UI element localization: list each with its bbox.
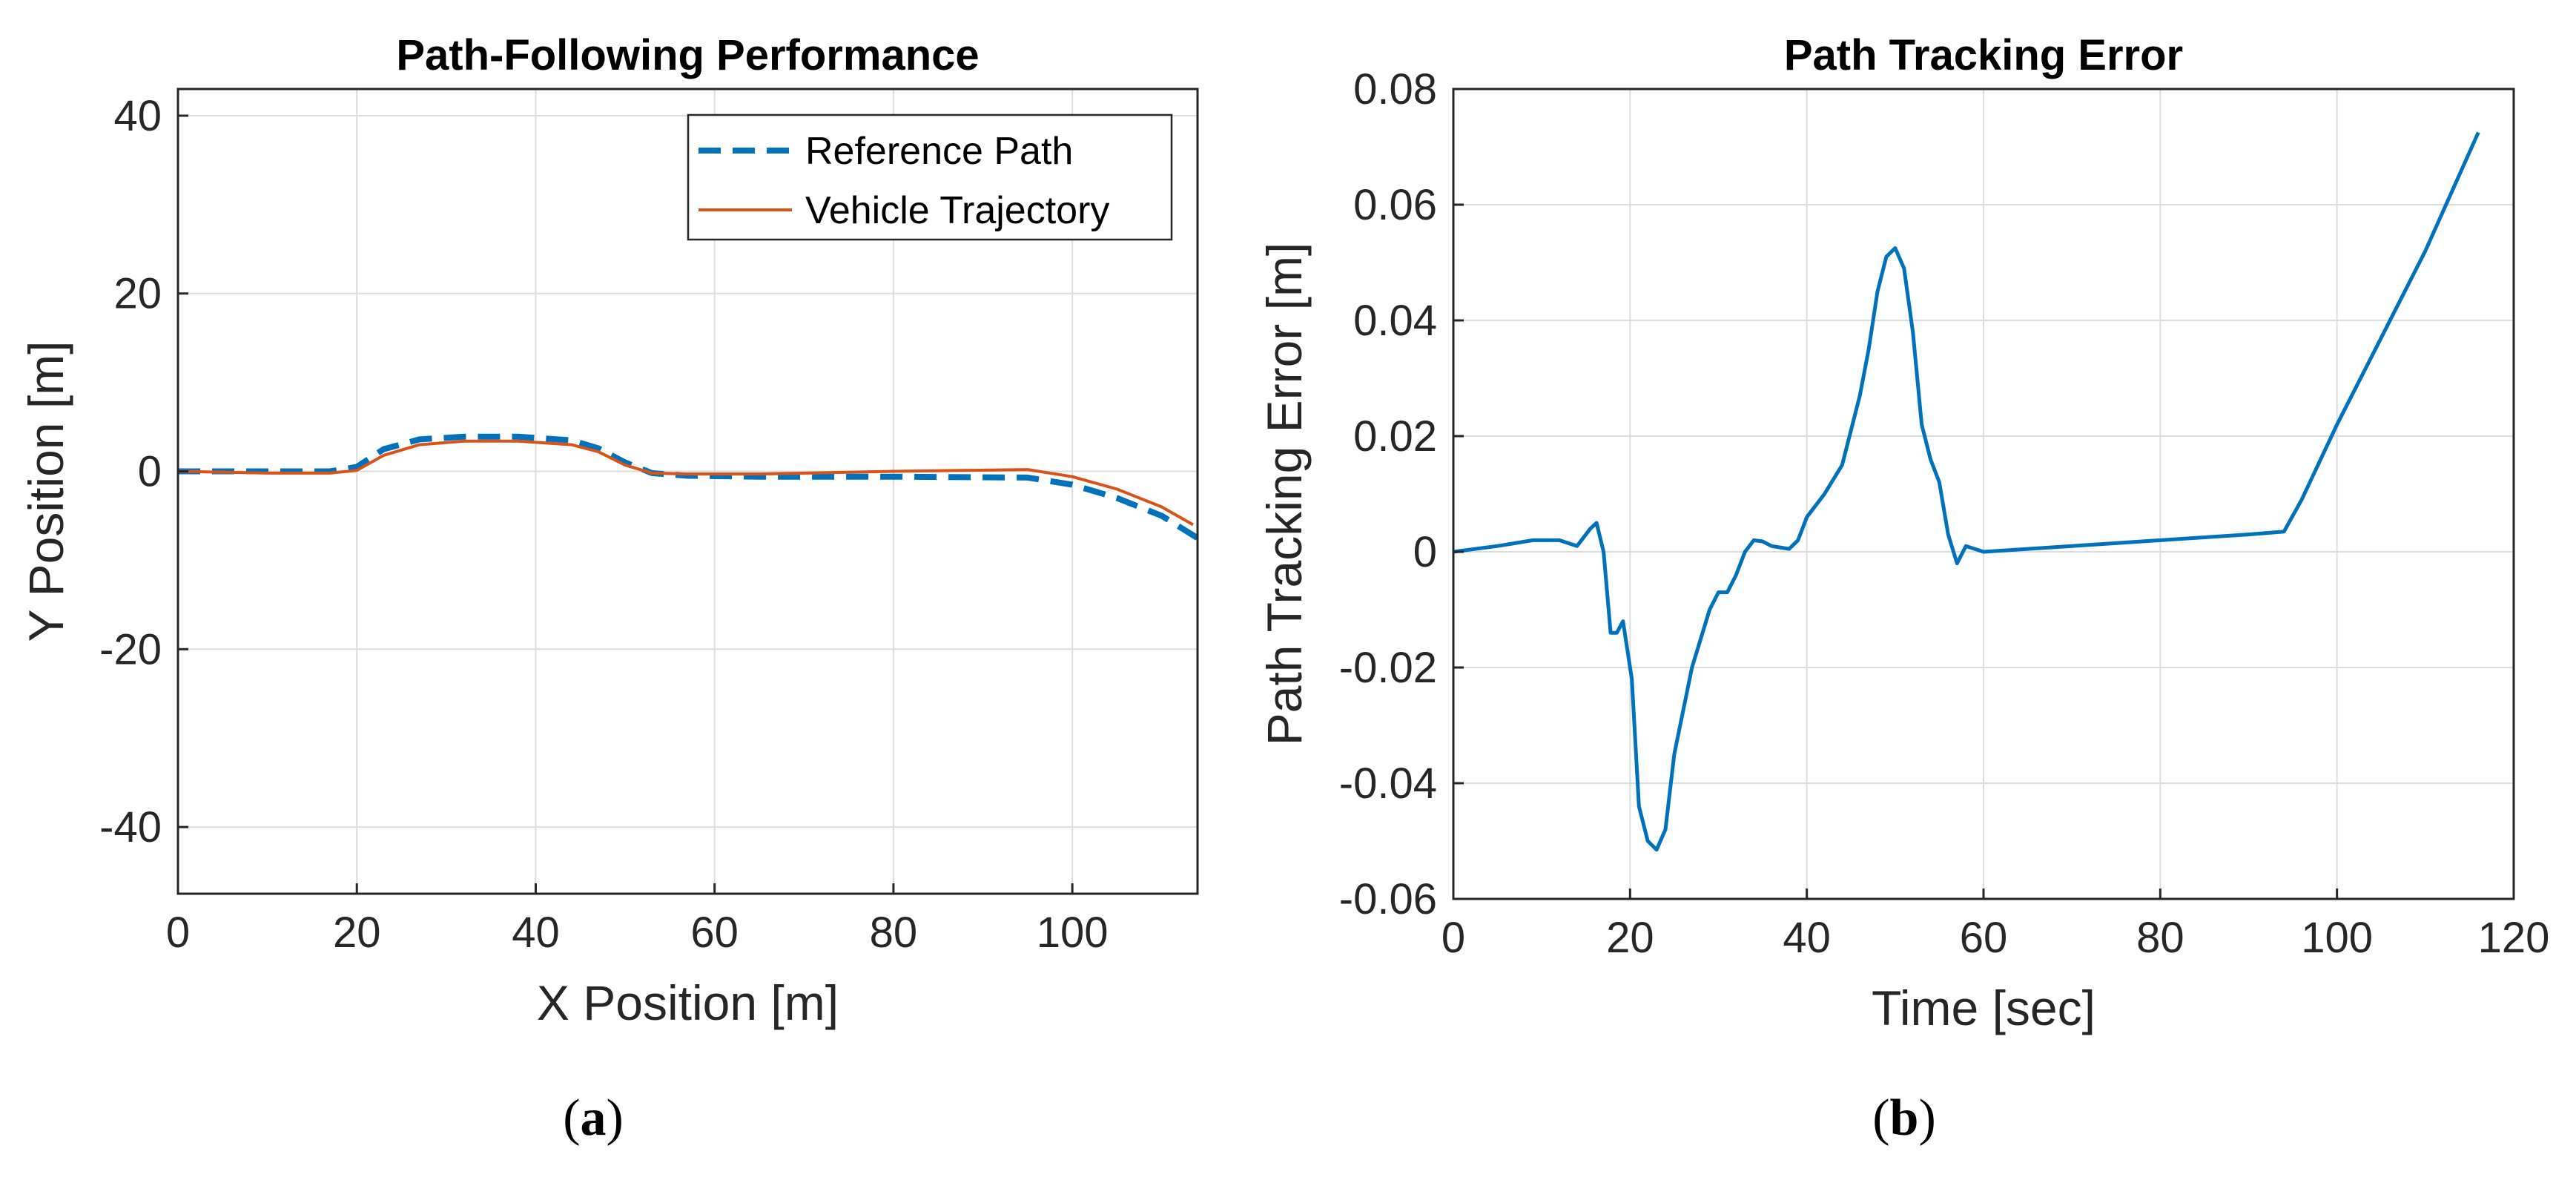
chart-path-following: 0 20 40 60 80 100 -40 -20 0 20 40 Path-Following P… [19, 31, 1200, 1030]
y-tick-label: 40 [113, 92, 162, 140]
y-tick-label: 0.02 [1353, 412, 1437, 461]
x-tick-label: 120 [2478, 914, 2550, 962]
chart-a-axes-box [176, 88, 1199, 895]
chart-b-title: Path Tracking Error [1784, 31, 2183, 79]
chart-b-ticks: 0 20 40 60 80 100 120 -0.06 -0.04 -0.02 0 0.02 0.04 0… [1339, 65, 2550, 962]
panel-label-b: (b) [1872, 1090, 1936, 1147]
chart-a-legend: Reference Path Vehicle Trajectory [687, 113, 1173, 241]
legend-vehicle-trajectory-label: Vehicle Trajectory [805, 189, 1109, 232]
x-tick-label: 0 [1441, 914, 1465, 962]
y-tick-label: 0.06 [1353, 181, 1437, 229]
x-tick-label: 40 [1783, 914, 1831, 962]
y-tick-label: 0 [138, 448, 162, 496]
chart-a-series [177, 433, 1200, 541]
chart-b-y-axis-label: Path Tracking Error [m] [1257, 243, 1312, 746]
x-tick-label: 60 [690, 909, 739, 957]
x-tick-label: 60 [1960, 914, 2008, 962]
x-tick-label: 20 [333, 909, 381, 957]
x-tick-label: 100 [2301, 914, 2373, 962]
y-tick-label: 0.04 [1353, 297, 1437, 345]
x-tick-label: 0 [166, 909, 190, 957]
chart-b-x-axis-label: Time [sec] [1872, 980, 2096, 1035]
chart-a-ticks: 0 20 40 60 80 100 -40 -20 0 20 40 [99, 92, 1108, 957]
panel-label-b-letter: b [1890, 1090, 1919, 1147]
chart-a-x-axis-label: X Position [m] [537, 975, 839, 1030]
y-tick-label: -20 [99, 625, 162, 673]
chart-a-legend-box [687, 113, 1173, 241]
x-tick-label: 40 [512, 909, 560, 957]
y-tick-label: -0.06 [1339, 875, 1437, 923]
x-tick-label: 20 [1606, 914, 1654, 962]
x-tick-label: 100 [1037, 909, 1109, 957]
chart-b-series [1453, 131, 2480, 852]
y-tick-label: -0.02 [1339, 644, 1437, 692]
y-tick-label: 0.08 [1353, 65, 1437, 113]
x-tick-label: 80 [870, 909, 918, 957]
y-tick-label: 20 [113, 270, 162, 318]
vehicle-trajectory-line [177, 439, 1194, 527]
y-tick-label: -40 [99, 803, 162, 851]
x-tick-label: 80 [2136, 914, 2184, 962]
reference-path-line [178, 433, 1200, 541]
y-tick-label: -0.04 [1339, 759, 1437, 808]
chart-a-title: Path-Following Performance [396, 31, 979, 79]
panel-label-a: (a) [563, 1090, 624, 1147]
path-tracking-error-line [1453, 131, 2480, 852]
y-tick-label: 0 [1413, 528, 1437, 576]
legend-reference-path-label: Reference Path [805, 130, 1073, 173]
chart-a-y-axis-label: Y Position [m] [19, 341, 73, 642]
chart-path-tracking-error: 0 20 40 60 80 100 120 -0.06 -0.04 -0.02 0 0.02 0.04 0… [1257, 31, 2549, 1035]
panel-label-a-letter: a [581, 1090, 607, 1147]
